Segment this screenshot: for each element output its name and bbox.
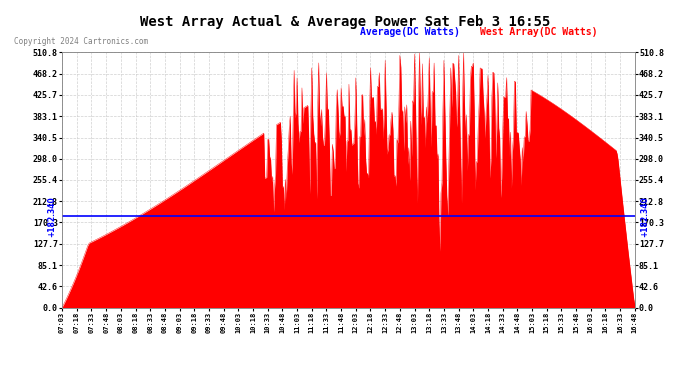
Text: Average(DC Watts): Average(DC Watts) <box>360 27 460 37</box>
Text: West Array Actual & Average Power Sat Feb 3 16:55: West Array Actual & Average Power Sat Fe… <box>140 15 550 29</box>
Text: Copyright 2024 Cartronics.com: Copyright 2024 Cartronics.com <box>14 38 148 46</box>
Text: +182.340: +182.340 <box>48 196 57 237</box>
Text: +182.340: +182.340 <box>640 196 649 237</box>
Text: West Array(DC Watts): West Array(DC Watts) <box>480 27 598 37</box>
